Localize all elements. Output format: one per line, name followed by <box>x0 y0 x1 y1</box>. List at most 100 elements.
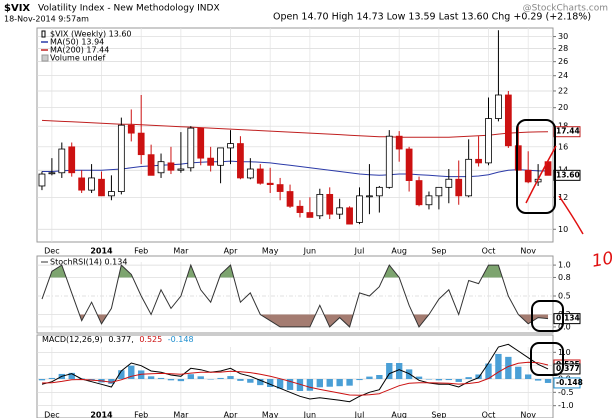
histogram-bar <box>217 377 224 379</box>
y-tick-label: 12 <box>558 193 568 202</box>
x-tick-label: Apr <box>224 411 239 418</box>
legend-label: StochRSI(14) 0.134 <box>50 258 127 267</box>
legend-label: MA(50) 13.94 <box>50 38 104 47</box>
candle-body <box>306 212 314 218</box>
source: @StockCharts.com <box>523 4 608 14</box>
histogram-bar <box>435 379 443 381</box>
x-tick-label: Aug <box>391 247 407 256</box>
y-tick-label: 24 <box>558 71 568 80</box>
candle-body <box>495 94 502 119</box>
x-tick-label: Nov <box>520 247 536 256</box>
x-tick-label: Jun <box>303 247 317 256</box>
x-tick-label: Aug <box>391 411 407 418</box>
histogram-bar <box>177 379 185 382</box>
histogram-bar <box>326 379 333 387</box>
chart-title: Volatility Index - New Methodology INDX <box>38 4 220 14</box>
candle-body <box>366 195 373 198</box>
y-tick-label: 10 <box>558 225 568 234</box>
histogram-bar <box>286 379 294 390</box>
histogram-bar <box>197 376 204 379</box>
x-tick-label: 2014 <box>90 411 113 418</box>
y-tick-label: 16 <box>558 142 568 151</box>
histogram-bar <box>108 379 115 384</box>
candle-body <box>514 145 522 171</box>
x-tick-label: Jul <box>354 247 365 256</box>
candle-body <box>127 124 135 134</box>
value-tag-label: 17.44 <box>556 127 580 136</box>
y-tick-label: -1.0 <box>558 401 574 410</box>
candle-body <box>187 127 195 169</box>
histogram-bar <box>386 363 393 379</box>
histogram-bar <box>267 379 274 387</box>
value-tag-label: 13.60 <box>556 170 580 179</box>
candle-body <box>475 158 482 164</box>
histogram-bar <box>515 366 522 379</box>
histogram-bar <box>485 363 492 379</box>
histogram-bar <box>505 356 512 379</box>
histogram-bar <box>534 379 542 381</box>
macd-legend: MACD(12,26,9) 0.377, 0.525 -0.148 <box>42 335 194 344</box>
histogram-bar <box>346 379 353 386</box>
histogram-bar <box>227 376 234 379</box>
candle-body <box>405 148 413 181</box>
candle-body <box>98 178 105 197</box>
legend-label: $VIX (Weekly) 13.60 <box>50 30 132 39</box>
y-tick-label: 1.0 <box>558 261 571 270</box>
histogram-bar <box>356 379 363 381</box>
value-tag <box>553 377 581 389</box>
x-tick-label: Oct <box>482 411 496 418</box>
histogram-bar <box>376 375 383 379</box>
x-tick-label: Jun <box>303 411 317 418</box>
legend-label: Volume undef <box>50 54 105 63</box>
series-line <box>42 160 549 178</box>
y-tick-label: 28 <box>558 44 568 53</box>
candle-body <box>276 184 284 192</box>
legend-icon <box>41 30 46 38</box>
histogram-bar <box>138 370 145 379</box>
x-tick-label: Mar <box>173 247 189 256</box>
value-tag-label: 0.377 <box>556 364 580 373</box>
highlight-box <box>530 342 564 376</box>
series-line <box>41 361 549 396</box>
y-tick-label: 26 <box>558 57 568 66</box>
x-tick-label: Apr <box>224 247 239 256</box>
zone-fill <box>49 265 503 278</box>
x-tick-label: Feb <box>134 247 148 256</box>
candle-body <box>504 94 512 147</box>
histogram-bar <box>38 379 46 381</box>
histogram-bar <box>147 376 155 379</box>
x-tick-label: Dec <box>44 247 59 256</box>
histogram-bar <box>237 379 244 381</box>
candle-body <box>38 173 46 187</box>
legend-part: 0.525 <box>139 335 162 344</box>
x-tick-label: Sep <box>431 247 446 256</box>
candle-body <box>157 161 165 174</box>
histogram-bar <box>157 377 165 379</box>
histogram-bar <box>336 379 343 387</box>
histogram-bar <box>465 377 472 379</box>
legend-icon <box>41 54 49 62</box>
histogram-bar <box>495 353 502 379</box>
candle-body <box>78 177 86 191</box>
legend-part: MACD(12,26,9) <box>42 335 103 344</box>
y-tick-label: -0.5 <box>558 388 574 397</box>
y-tick-label: 0.8 <box>558 273 571 282</box>
value-tag <box>553 313 581 325</box>
x-tick-label: Oct <box>482 247 496 256</box>
plot-layer: 1012141618202224262830Dec2014FebMarAprMa… <box>37 28 583 418</box>
highlight-box <box>516 119 556 214</box>
candle-body <box>395 135 403 150</box>
legend-part: 0.377, <box>108 335 133 344</box>
candle-body <box>336 207 344 215</box>
candle-body <box>197 127 205 159</box>
x-tick-label: Mar <box>173 411 189 418</box>
histogram-bar <box>118 370 125 379</box>
candle-body <box>237 143 244 179</box>
candle-body <box>108 191 115 197</box>
candle-body <box>256 168 264 184</box>
histogram-bar <box>247 379 254 383</box>
quote: Open 14.70 High 14.73 Low 13.59 Last 13.… <box>273 12 591 23</box>
candle-body <box>346 207 353 225</box>
